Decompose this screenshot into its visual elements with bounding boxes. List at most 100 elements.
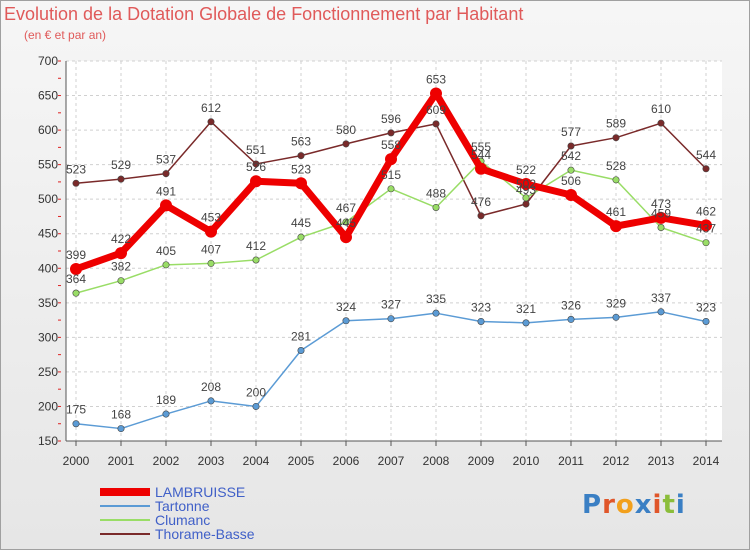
y-tick-label: 350 [38,296,58,310]
chart-subtitle: (en € et par an) [24,28,107,42]
data-point [477,212,485,220]
data-point [162,261,170,269]
data-point [295,177,307,190]
data-point [162,410,170,418]
data-label: 551 [246,143,266,157]
y-tick-label: 700 [38,54,58,68]
data-point [72,420,80,428]
data-point [612,313,620,321]
data-label: 323 [471,300,491,314]
data-point [252,402,260,410]
data-point [430,87,442,100]
data-label: 445 [336,216,356,230]
data-label: 563 [291,135,311,149]
data-point [567,315,575,323]
y-tick-label: 500 [38,192,58,206]
data-label: 522 [516,163,536,177]
data-label: 437 [696,222,716,236]
data-point [657,308,665,316]
data-point [567,142,575,150]
data-label: 459 [651,207,671,221]
data-point [702,239,710,247]
data-label: 329 [606,296,626,310]
y-tick-label: 400 [38,261,58,275]
data-point [297,233,305,241]
data-label: 422 [111,232,131,246]
data-point [387,129,395,137]
data-label: 327 [381,298,401,312]
data-point [432,309,440,317]
data-point [342,140,350,148]
data-point [207,397,215,405]
data-point [207,259,215,267]
data-point [612,134,620,142]
data-label: 544 [696,148,716,162]
data-label: 542 [561,149,581,163]
data-point [115,247,127,260]
data-label: 577 [561,125,581,139]
data-label: 502 [516,177,536,191]
data-label: 555 [471,140,491,154]
chart-title: Evolution de la Dotation Globale de Fonc… [4,4,524,24]
data-point [252,160,260,168]
data-point [72,289,80,297]
data-point [340,231,352,244]
data-point [385,153,397,166]
data-label: 453 [201,211,221,225]
data-point [252,256,260,264]
data-point [657,119,665,127]
data-label: 399 [66,248,86,262]
data-label: 461 [606,205,626,219]
data-label: 528 [606,159,626,173]
data-label: 473 [651,197,671,211]
data-label: 493 [516,183,536,197]
data-point [250,175,262,188]
data-label: 523 [291,162,311,176]
data-point [72,179,80,187]
data-label: 526 [246,160,266,174]
legend-label: Tartonne [155,498,210,514]
data-point [297,346,305,354]
data-label: 491 [156,184,176,198]
data-label: 515 [381,168,401,182]
y-tick-label: 650 [38,89,58,103]
x-tick-label: 2002 [153,454,180,468]
data-label: 175 [66,403,86,417]
x-tick-label: 2010 [513,454,540,468]
data-label: 467 [336,201,356,215]
data-point [432,120,440,128]
x-tick-label: 2012 [603,454,630,468]
data-label: 323 [696,300,716,314]
data-point [117,175,125,183]
data-label: 321 [516,302,536,316]
data-label: 596 [381,112,401,126]
data-point [475,162,487,175]
data-point [297,152,305,160]
data-label: 324 [336,300,356,314]
data-label: 326 [561,298,581,312]
data-point [702,317,710,325]
data-point [567,166,575,174]
x-tick-label: 2004 [243,454,270,468]
legend-label: Thorame-Basse [155,526,255,542]
data-point [522,194,530,202]
data-point [610,220,622,233]
data-label: 281 [291,329,311,343]
data-label: 412 [246,239,266,253]
x-tick-label: 2001 [108,454,135,468]
data-point [655,211,667,224]
data-point [342,218,350,226]
data-label: 506 [561,174,581,188]
y-tick-label: 250 [38,365,58,379]
data-label: 610 [651,102,671,116]
data-label: 612 [201,101,221,115]
data-label: 335 [426,292,446,306]
legend-label: LAMBRUISSE [155,484,245,500]
data-label: 544 [471,148,491,162]
data-point [612,176,620,184]
x-tick-label: 2007 [378,454,405,468]
data-point [162,170,170,178]
x-tick-label: 2000 [63,454,90,468]
data-point [432,203,440,211]
data-point [205,225,217,238]
